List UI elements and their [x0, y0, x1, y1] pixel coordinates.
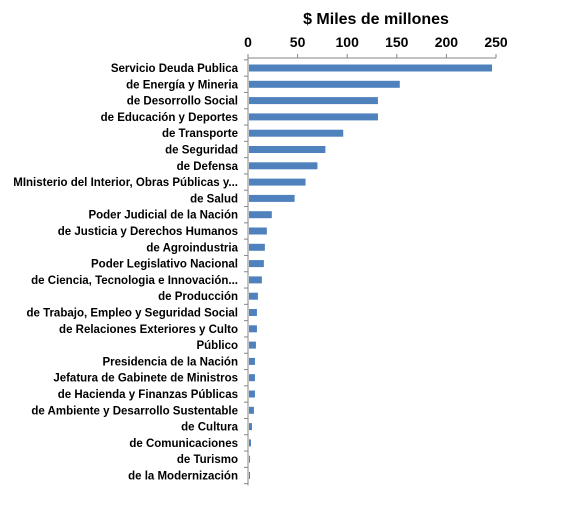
- category-label: de Turismo: [177, 454, 238, 466]
- category-label: Presidencia de la Nación: [102, 356, 238, 368]
- category-labels: Servicio Deuda Publica de Energía y Miner…: [13, 63, 238, 483]
- bar: [249, 341, 256, 349]
- bar: [249, 178, 306, 186]
- category-label: Jefatura de Gabinete de Ministros: [53, 373, 238, 385]
- category-label: Público: [196, 340, 238, 352]
- x-axis-title: $ Miles de millones: [303, 11, 449, 28]
- bars: [249, 64, 493, 479]
- category-label: de Seguridad: [165, 145, 238, 157]
- bar: [249, 113, 378, 121]
- bar: [249, 455, 250, 463]
- bar: [249, 292, 258, 300]
- x-tick-label: 150: [385, 34, 409, 50]
- bar: [249, 64, 493, 72]
- category-label: MInisterio del Interior, Obras Públicas …: [13, 177, 238, 189]
- bar: [249, 406, 254, 414]
- x-tick-labels: 0 50 100 150 200 250: [244, 34, 508, 50]
- bar: [249, 325, 257, 333]
- x-tick-label: 50: [290, 34, 306, 50]
- bar: [249, 211, 272, 219]
- x-tick-label: 250: [484, 34, 508, 50]
- category-label: de Agroindustria: [146, 242, 238, 254]
- category-label: de Ciencia, Tecnologia e Innovación...: [31, 275, 238, 287]
- bar: [249, 276, 262, 284]
- x-tick-label: 0: [244, 34, 252, 50]
- category-label: de Producción: [158, 291, 238, 303]
- axes: [244, 54, 497, 486]
- bar: [249, 146, 326, 153]
- category-label: de Educación y Deportes: [101, 112, 238, 124]
- bar: [249, 357, 255, 365]
- category-label: de Relaciones Exteriores y Culto: [59, 324, 238, 336]
- category-label: de Justicia y Derechos Humanos: [58, 226, 238, 238]
- bar: [249, 374, 255, 382]
- bar: [249, 194, 295, 202]
- bar: [249, 472, 250, 479]
- category-label: de Salud: [190, 193, 238, 205]
- category-label: de Transporte: [162, 128, 238, 140]
- bar: [249, 260, 264, 268]
- bar: [249, 309, 257, 316]
- category-label: Poder Legislativo Nacional: [91, 259, 238, 271]
- x-tick-label: 200: [435, 34, 459, 50]
- bar: [249, 390, 255, 398]
- category-label: de Hacienda y Finanzas Públicas: [58, 389, 238, 401]
- bar: [249, 243, 265, 251]
- bar: [249, 227, 267, 235]
- category-label: Servicio Deuda Publica: [111, 63, 239, 75]
- category-label: de Trabajo, Empleo y Seguridad Social: [26, 308, 238, 320]
- x-tick-label: 100: [336, 34, 360, 50]
- category-label: de Desorrollo Social: [127, 96, 238, 108]
- category-label: de Defensa: [177, 161, 239, 173]
- category-label: de Ambiente y Desarrollo Sustentable: [31, 405, 238, 417]
- category-label: Poder Judicial de la Nación: [88, 210, 238, 222]
- bar: [249, 129, 344, 137]
- category-label: de Comunicaciones: [129, 438, 238, 450]
- bar: [249, 97, 378, 105]
- category-label: de la Modernización: [128, 471, 238, 483]
- category-label: de Energía y Mineria: [126, 79, 238, 91]
- category-label: de Cultura: [181, 422, 238, 434]
- bar: [249, 439, 251, 447]
- bar: [249, 80, 400, 88]
- bar: [249, 423, 252, 431]
- bar: [249, 162, 318, 170]
